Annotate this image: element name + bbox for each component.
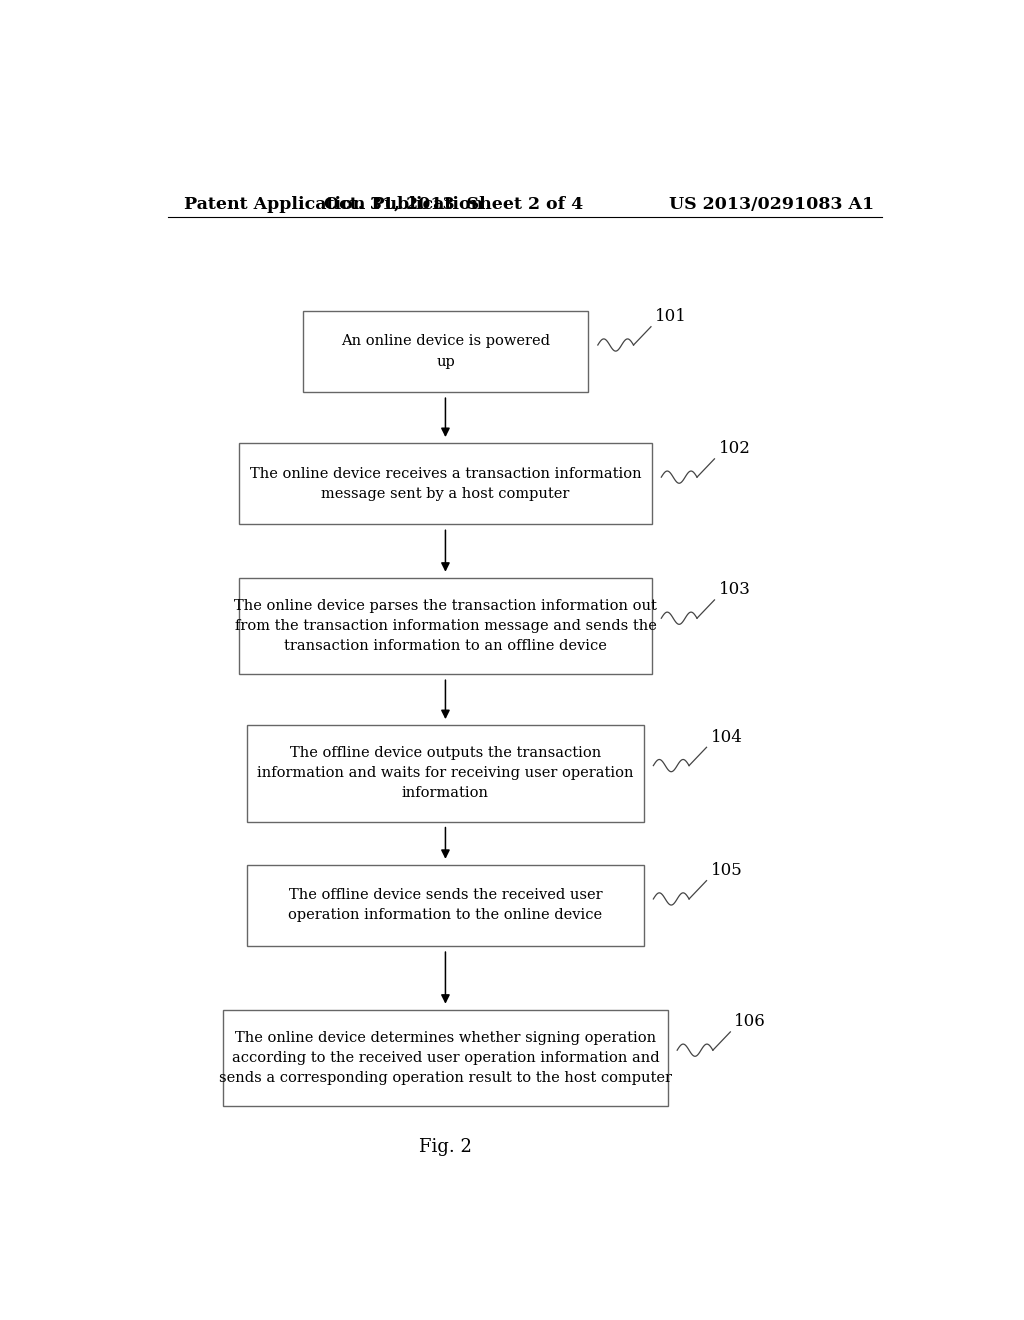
Text: The online device determines whether signing operation
according to the received: The online device determines whether sig…	[219, 1031, 672, 1085]
FancyBboxPatch shape	[223, 1010, 668, 1106]
Text: The offline device outputs the transaction
information and waits for receiving u: The offline device outputs the transacti…	[257, 746, 634, 800]
Text: An online device is powered
up: An online device is powered up	[341, 334, 550, 368]
Text: The offline device sends the received user
operation information to the online d: The offline device sends the received us…	[289, 888, 602, 923]
Text: US 2013/0291083 A1: US 2013/0291083 A1	[669, 195, 873, 213]
Text: 103: 103	[719, 581, 751, 598]
Text: 104: 104	[711, 729, 742, 746]
Text: 101: 101	[655, 308, 687, 325]
FancyBboxPatch shape	[240, 444, 652, 524]
Text: 105: 105	[711, 862, 742, 879]
Text: Oct. 31, 2013  Sheet 2 of 4: Oct. 31, 2013 Sheet 2 of 4	[324, 195, 583, 213]
Text: The online device parses the transaction information out
from the transaction in: The online device parses the transaction…	[234, 599, 656, 653]
FancyBboxPatch shape	[247, 725, 644, 821]
FancyBboxPatch shape	[240, 578, 652, 675]
Text: Fig. 2: Fig. 2	[419, 1138, 472, 1156]
Text: 106: 106	[734, 1014, 766, 1030]
Text: 102: 102	[719, 440, 751, 457]
FancyBboxPatch shape	[303, 312, 588, 392]
Text: Patent Application Publication: Patent Application Publication	[183, 195, 482, 213]
FancyBboxPatch shape	[247, 865, 644, 946]
Text: The online device receives a transaction information
message sent by a host comp: The online device receives a transaction…	[250, 467, 641, 500]
